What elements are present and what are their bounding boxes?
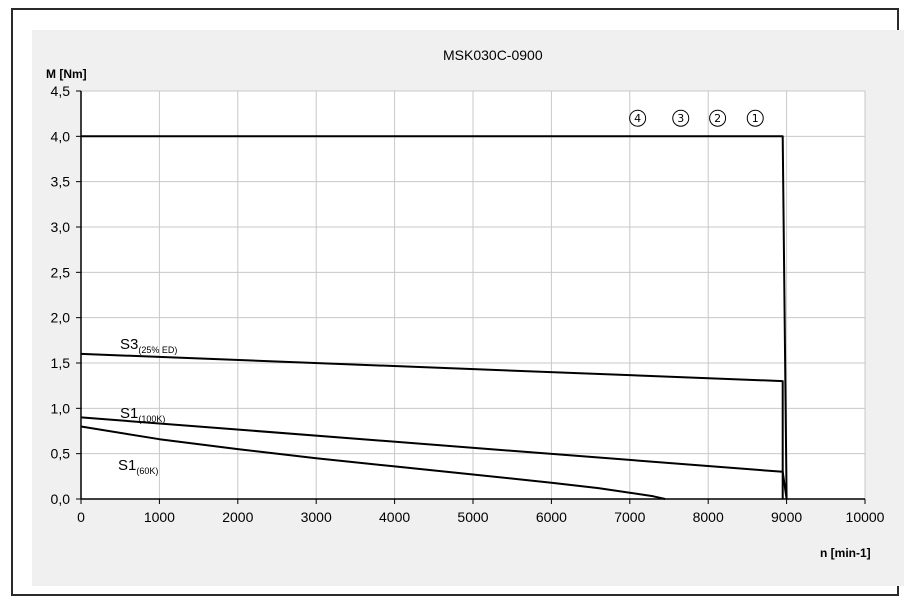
y-tick-label: 0,0 <box>51 491 71 507</box>
chart-title: MSK030C-0900 <box>443 47 543 63</box>
marker-number: 2 <box>714 112 721 125</box>
x-axis-title: n [min-1] <box>820 546 871 560</box>
x-tick-label: 6000 <box>536 509 567 525</box>
series-lines <box>80 135 788 500</box>
y-tick-label: 1,5 <box>51 355 71 371</box>
x-tick-label: 1000 <box>144 509 175 525</box>
y-axis-title: M [Nm] <box>46 67 87 81</box>
x-tick-label: 8000 <box>693 509 724 525</box>
curve-label-subscript: (25% ED) <box>138 345 177 355</box>
curve-label-subscript: (100K) <box>138 414 165 424</box>
y-tick-label: 2,5 <box>51 264 71 280</box>
y-tick-label: 2,0 <box>51 310 71 326</box>
marker-circle <box>709 109 727 127</box>
axes: 0 1000 2000 3000 4000 5000 6000 7000 8000 9000 100… <box>51 83 885 525</box>
x-tick-label: 4000 <box>379 509 410 525</box>
marker-circle <box>672 109 690 127</box>
x-tick-label: 10000 <box>846 509 885 525</box>
y-tick-label: 3,5 <box>51 174 71 190</box>
x-tick-label: 0 <box>77 509 85 525</box>
marker-number: 1 <box>752 112 759 125</box>
marker-number: 3 <box>677 112 684 125</box>
marker-circle <box>629 109 647 127</box>
series-line-peak <box>81 135 788 500</box>
series-line-s1_100k <box>80 416 788 500</box>
x-tick-label: 9000 <box>771 509 802 525</box>
series-line-s1_60k <box>80 425 666 500</box>
curve-markers: 4 3 2 1 <box>629 109 764 127</box>
marker-circle <box>746 109 764 127</box>
y-tick-label: 4,5 <box>51 83 71 99</box>
x-tick-label: 5000 <box>457 509 488 525</box>
y-tick-label: 3,0 <box>51 219 71 235</box>
x-tick-label: 7000 <box>614 509 645 525</box>
series-line-s3 <box>80 352 784 499</box>
y-tick-label: 4,0 <box>51 128 71 144</box>
x-tick-label: 2000 <box>222 509 253 525</box>
curve-label-subscript: (60K) <box>136 466 158 476</box>
y-tick-label: 1,0 <box>51 400 71 416</box>
x-tick-label: 3000 <box>301 509 332 525</box>
grid <box>81 90 866 499</box>
y-tick-label: 0,5 <box>51 446 71 462</box>
marker-number: 4 <box>634 112 641 125</box>
